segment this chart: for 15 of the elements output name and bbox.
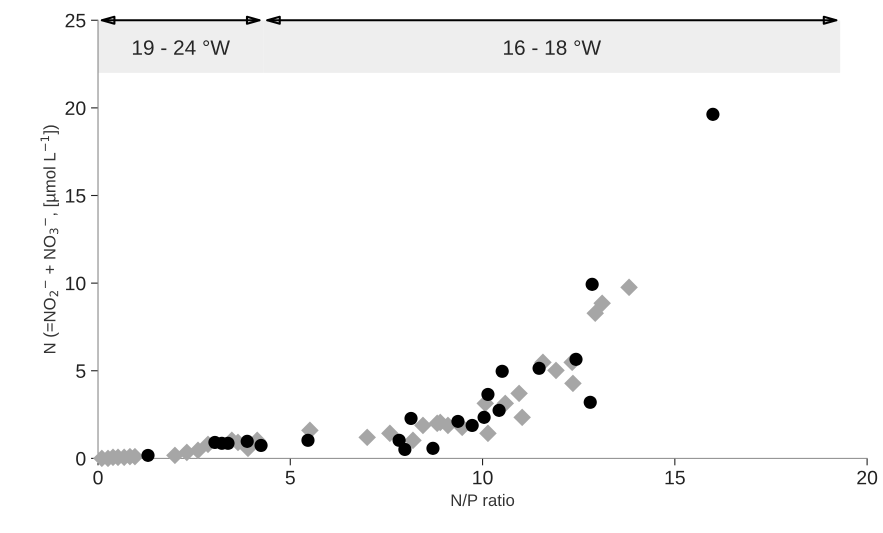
x-tick-label: 20 [857, 470, 878, 484]
x-tick-label: 15 [666, 470, 685, 484]
y-tick-label: 25 [66, 14, 86, 28]
band-label: 19 - 24 °W [132, 40, 230, 55]
y-tick-label: 5 [76, 364, 86, 378]
y-tick-label: 0 [76, 452, 86, 466]
text: N (=NO$_{2}$$^{−}$ + NO$_{3}$$^{−}$, [µmol L$^{−1}$]) [40, 125, 59, 354]
y-tick-label: 15 [66, 189, 86, 203]
x-tick-label: 10 [473, 470, 493, 484]
y-tick-label: 20 [66, 101, 86, 116]
x-tick-label: 0 [93, 470, 103, 484]
x-axis-title: N/P ratio [452, 494, 514, 506]
band-label: 16 - 18 °W [504, 40, 602, 55]
y-tick-label: 10 [66, 276, 86, 290]
x-tick-label: 5 [286, 470, 295, 484]
